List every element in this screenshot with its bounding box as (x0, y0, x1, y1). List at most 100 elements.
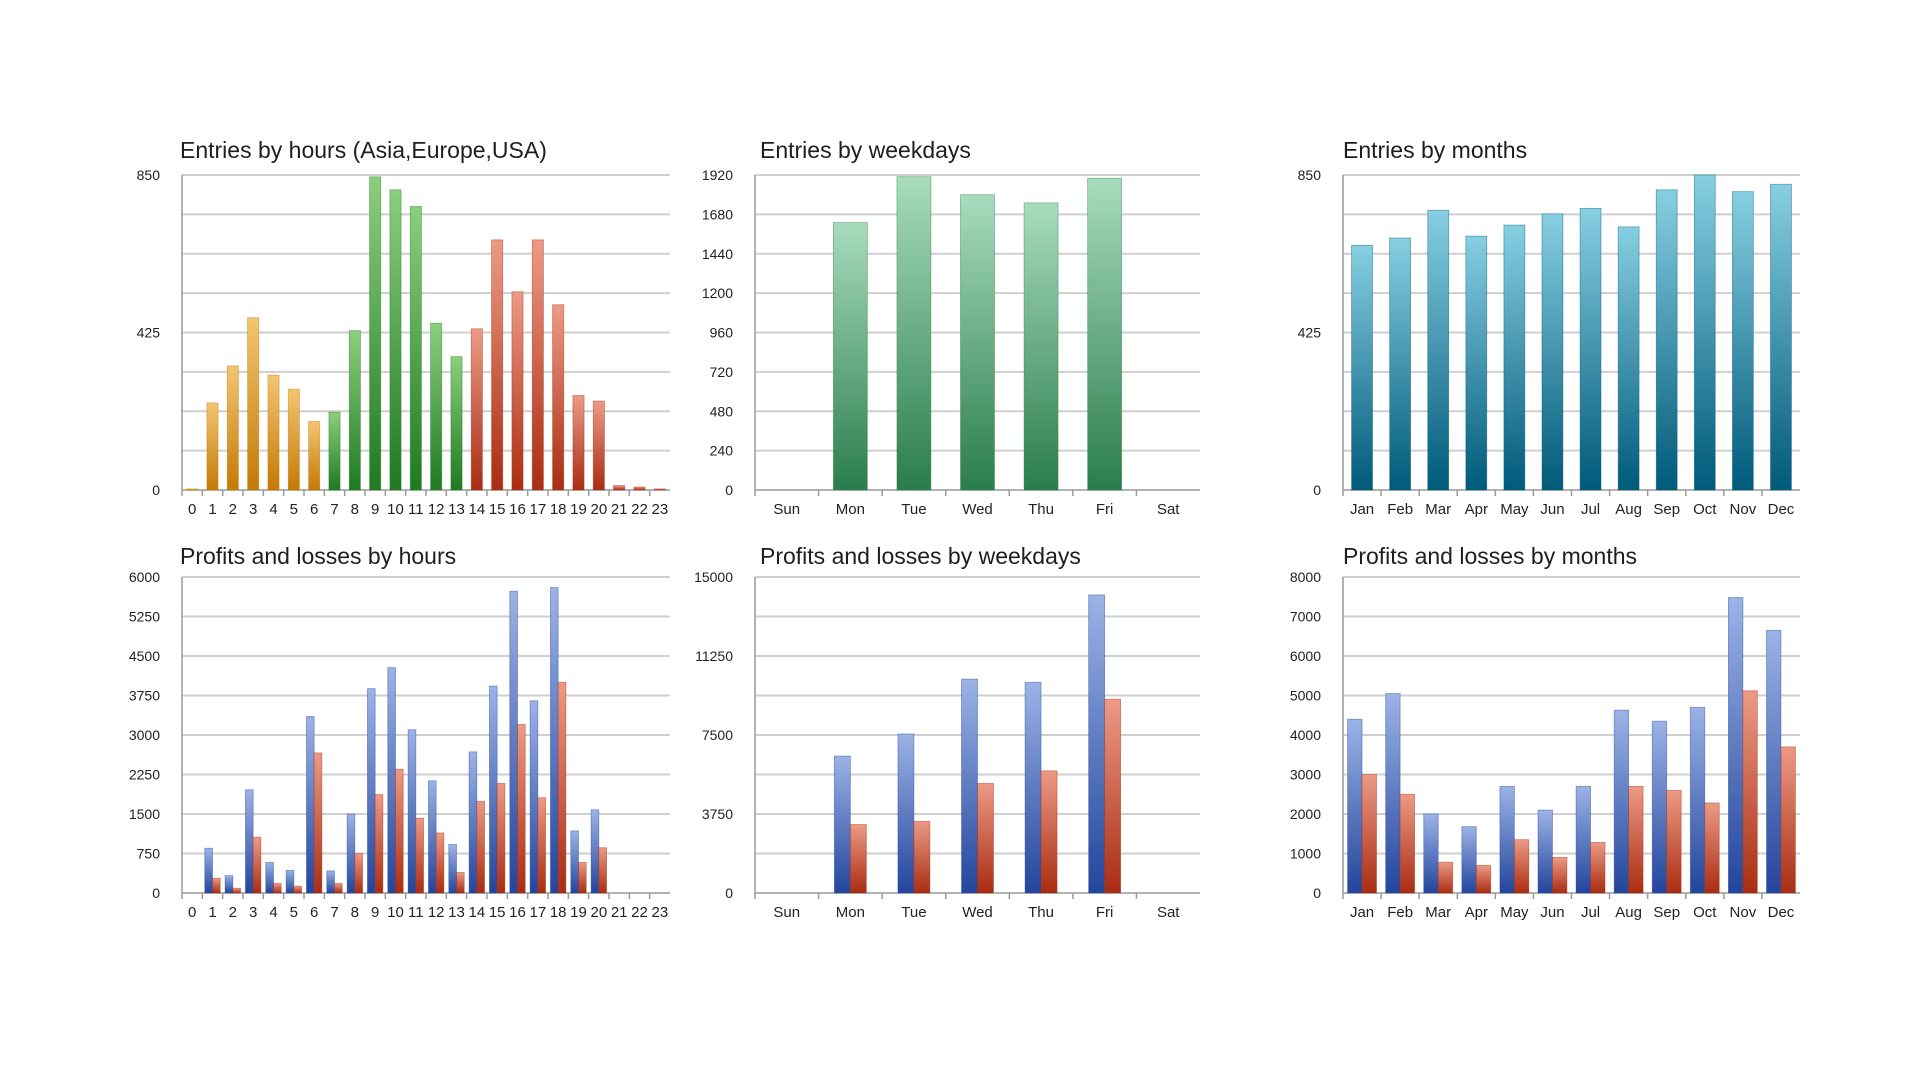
bar-losses-20 (598, 847, 607, 894)
x-tick-label: 4 (269, 501, 277, 518)
bar-11 (409, 206, 422, 491)
bar-losses-12 (435, 832, 445, 894)
chart-title: Profits and losses by months (1343, 543, 1637, 569)
y-tick-label: 3750 (702, 806, 733, 822)
x-tick-label: Wed (962, 904, 993, 921)
y-tick-label: 1000 (1290, 846, 1321, 862)
y-tick-label: 2250 (129, 767, 160, 783)
bar-Aug (1617, 226, 1640, 491)
y-tick-label: 5250 (129, 609, 160, 625)
bar-8 (348, 330, 361, 491)
x-tick-label: Sat (1157, 904, 1180, 921)
x-tick-label: Sun (773, 501, 800, 518)
x-tick-label: Dec (1768, 904, 1795, 921)
x-tick-label: Wed (962, 501, 993, 518)
bar-profits-12 (428, 780, 437, 894)
x-tick-label: 12 (428, 501, 445, 518)
bar-profits-Fri (1088, 594, 1106, 894)
bar-profits-Tue (897, 733, 915, 894)
y-tick-label: 425 (137, 325, 161, 341)
y-tick-label: 6000 (1290, 648, 1321, 664)
bar-losses-2 (232, 887, 241, 894)
bar-losses-4 (273, 883, 282, 894)
bar-losses-9 (374, 794, 384, 894)
x-tick-label: Jun (1540, 904, 1564, 921)
x-tick-label: 4 (269, 904, 277, 921)
chart-entries-by-months: Entries by months 0 425 850 Jan Feb Mar Apr May… (1298, 137, 1800, 518)
x-tick-label: 21 (611, 501, 628, 518)
y-tick-label: 850 (1298, 167, 1322, 183)
x-tick-label: Apr (1465, 904, 1488, 921)
bar-losses-Jun (1552, 857, 1568, 894)
bar-Mon (832, 222, 868, 491)
y-tick-label: 0 (1313, 482, 1321, 498)
bar-profits-Sep (1651, 720, 1668, 894)
bar-profits-13 (448, 844, 457, 894)
bar-13 (450, 356, 463, 491)
bar-losses-Fri (1104, 698, 1122, 894)
x-tick-label: 16 (509, 501, 526, 518)
bar-14 (470, 328, 483, 491)
bar-Fri (1087, 177, 1123, 491)
x-tick-label: 9 (371, 501, 379, 518)
bar-losses-Wed (977, 783, 994, 894)
x-tick-label: 15 (489, 501, 506, 518)
x-tick-label: Sep (1653, 904, 1680, 921)
bar-losses-19 (578, 862, 587, 894)
x-tick-label: Oct (1693, 904, 1717, 921)
x-tick-label: 5 (290, 501, 298, 518)
bar-profits-9 (367, 688, 376, 894)
bar-19 (572, 395, 585, 491)
bar-0 (186, 488, 199, 491)
y-tick-label: 1200 (702, 285, 733, 301)
x-tick-label: Jul (1581, 501, 1600, 518)
bar-losses-3 (252, 836, 262, 894)
bar-profits-4 (265, 862, 274, 894)
bar-profits-Mar (1423, 813, 1439, 894)
x-tick-label: Nov (1730, 501, 1757, 518)
bar-7 (328, 411, 341, 491)
bar-profits-14 (468, 751, 478, 894)
x-tick-label: Tue (901, 501, 926, 518)
x-tick-label: 10 (387, 501, 404, 518)
y-tick-label: 2000 (1290, 806, 1321, 822)
bar-Mar (1427, 209, 1450, 491)
x-tick-label: 10 (387, 904, 404, 921)
bar-losses-Apr (1475, 864, 1492, 894)
bar-losses-16 (517, 724, 526, 894)
x-tick-label: 23 (651, 501, 668, 518)
x-tick-label: Jan (1350, 501, 1374, 518)
x-tick-label: 13 (448, 501, 465, 518)
bar-17 (531, 239, 544, 491)
bar-20 (592, 400, 605, 491)
bar-16 (511, 291, 524, 491)
bar-losses-18 (557, 681, 567, 894)
bar-profits-Dec (1766, 629, 1782, 894)
bar-10 (389, 189, 402, 491)
bar-profits-Aug (1613, 709, 1630, 894)
x-tick-label: 5 (290, 904, 298, 921)
x-tick-label: 7 (330, 904, 338, 921)
x-tick-label: May (1500, 501, 1529, 518)
bar-profits-Jun (1537, 809, 1553, 894)
y-tick-label: 750 (137, 846, 161, 862)
y-tick-label: 3000 (1290, 767, 1321, 783)
bar-profits-Mon (833, 755, 851, 894)
bar-profits-18 (550, 587, 559, 894)
bar-6 (308, 421, 321, 491)
bar-profits-10 (387, 667, 396, 894)
bar-Feb (1389, 237, 1411, 491)
x-tick-label: 3 (249, 904, 257, 921)
x-tick-label: Feb (1387, 501, 1413, 518)
x-tick-label: 9 (371, 904, 379, 921)
bar-losses-Mar (1437, 861, 1454, 894)
y-tick-label: 11250 (695, 648, 733, 664)
x-tick-label: Sat (1157, 501, 1180, 518)
x-tick-label: Mar (1425, 501, 1451, 518)
bar-losses-Jan (1361, 774, 1377, 894)
bar-Jul (1579, 207, 1602, 491)
x-tick-label: 21 (611, 904, 628, 921)
bar-Jan (1351, 245, 1373, 491)
x-tick-label: Thu (1028, 501, 1054, 518)
bar-profits-Wed (961, 678, 978, 894)
